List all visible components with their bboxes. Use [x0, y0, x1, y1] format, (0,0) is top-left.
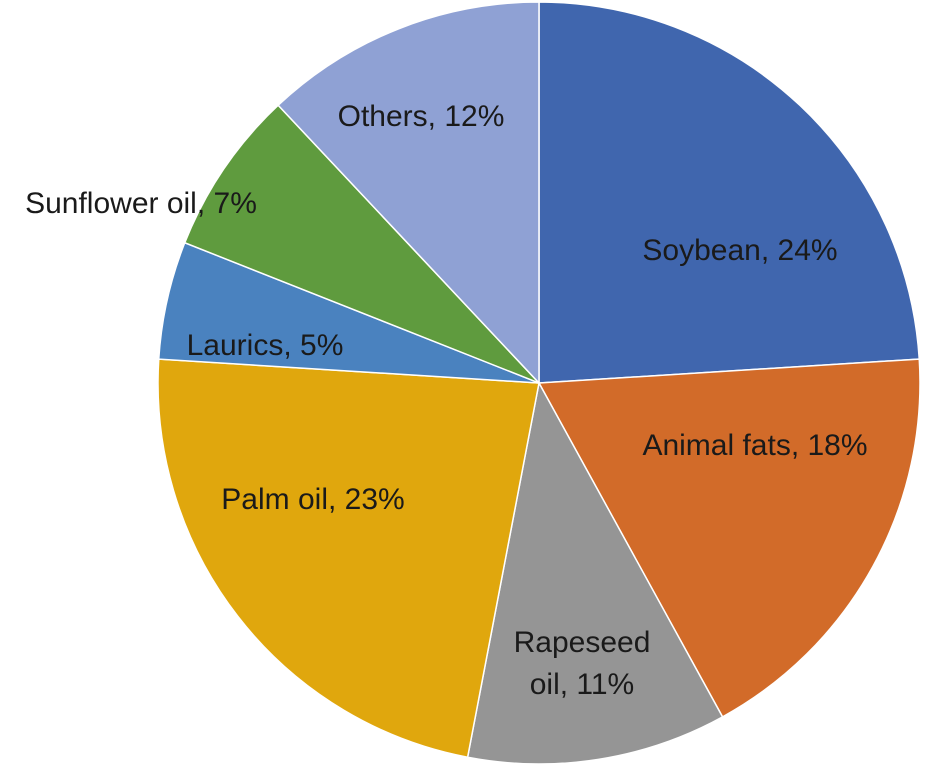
- slice-label-2: Rapeseed oil, 11%: [514, 626, 651, 701]
- slice-label-5: Sunflower oil, 7%: [25, 187, 257, 220]
- pie-slice-5: [183, 104, 540, 384]
- labels-layer: Soybean, 24% Animal fats, 18% Rapeseed oil,…: [25, 100, 867, 701]
- pie-slice-0: [538, 1, 921, 384]
- slice-label-6: Others, 12%: [338, 100, 505, 133]
- slice-label-0: Soybean, 24%: [642, 234, 837, 267]
- pie-slice-2: [466, 380, 724, 765]
- slice-label-3: Palm oil, 23%: [221, 483, 404, 516]
- pie-slice-3: [157, 358, 540, 759]
- slices-layer: [157, 1, 921, 765]
- slice-label-1: Animal fats, 18%: [642, 429, 867, 462]
- pie-slice-1: [537, 358, 921, 718]
- pie-slice-6: [277, 1, 540, 385]
- slice-label-4: Laurics, 5%: [187, 329, 344, 362]
